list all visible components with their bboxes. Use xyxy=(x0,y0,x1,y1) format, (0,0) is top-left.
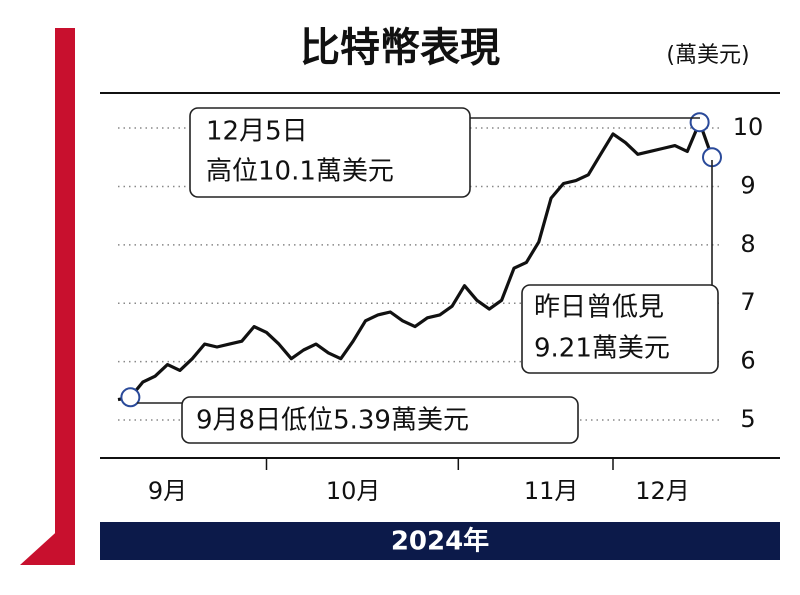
y-tick-label: 6 xyxy=(740,347,755,375)
annotation-box xyxy=(189,107,471,198)
annotation: 12月5日 xyxy=(206,117,308,147)
highlight-marker xyxy=(120,387,141,408)
y-tick-label: 10 xyxy=(733,113,764,141)
x-tick-label: 12月 xyxy=(635,477,690,505)
y-tick-label: 9 xyxy=(740,171,755,199)
chart-title: 比特幣表現 xyxy=(300,25,500,71)
y-tick-label: 8 xyxy=(740,230,755,258)
annotation-box xyxy=(181,396,579,444)
unit-label: (萬美元) xyxy=(666,43,749,68)
x-tick-label: 9月 xyxy=(148,477,187,505)
y-tick-label: 7 xyxy=(740,288,755,316)
grid: 5 6 7 8 9 10 9月 10月 11月 12月 xyxy=(118,113,763,505)
highlight-marker xyxy=(689,112,710,133)
accent-bar xyxy=(55,28,75,565)
annotation: 昨日曾低見 xyxy=(534,293,664,323)
footer-bar xyxy=(100,522,780,560)
annotation: 高位10.1萬美元 xyxy=(206,157,394,187)
accent-triangle xyxy=(20,515,75,565)
footer-label: 2024年 xyxy=(391,526,489,557)
annotation: 9月8日低位5.39萬美元 xyxy=(196,406,469,436)
line xyxy=(117,120,714,402)
x-tick-label: 11月 xyxy=(524,477,579,505)
y-tick-label: 5 xyxy=(740,405,755,433)
annotation: 9.21萬美元 xyxy=(534,334,670,364)
annotation-box xyxy=(521,284,719,374)
x-tick-label: 10月 xyxy=(326,477,381,505)
plot xyxy=(117,112,722,408)
